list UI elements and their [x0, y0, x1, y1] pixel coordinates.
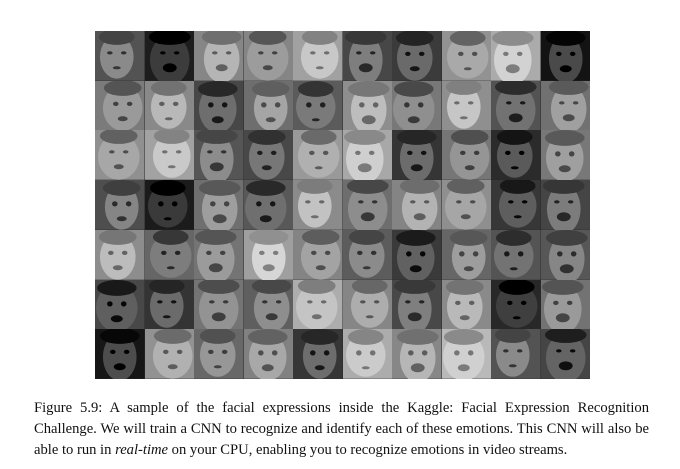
face-photo — [491, 180, 541, 230]
face-photo — [491, 279, 541, 330]
face-photo — [293, 329, 343, 379]
face-photo — [144, 80, 194, 131]
face-photo — [392, 80, 442, 131]
face-photo — [95, 130, 145, 181]
face-photo — [243, 329, 293, 379]
figure-caption: Figure 5.9: A sample of the facial expre… — [34, 398, 649, 461]
face-photo — [293, 180, 343, 230]
face-photo — [392, 31, 442, 81]
face-photo — [491, 229, 541, 280]
face-photo — [540, 180, 590, 230]
face-photo — [392, 279, 442, 330]
face-photo — [540, 279, 590, 330]
face-photo — [194, 80, 244, 131]
face-photo — [441, 80, 491, 131]
face-photo — [144, 31, 194, 81]
face-photo — [243, 279, 293, 330]
caption-text-end: on your CPU, enabling you to recognize e… — [168, 442, 568, 458]
face-photo — [342, 80, 392, 131]
face-photo — [540, 329, 590, 379]
face-photo — [243, 130, 293, 181]
face-photo — [293, 229, 343, 280]
face-photo — [441, 279, 491, 330]
face-photo — [293, 31, 343, 81]
face-photo — [441, 229, 491, 280]
face-photo — [540, 80, 590, 131]
face-photo — [293, 80, 343, 131]
face-photo — [540, 229, 590, 280]
face-photo — [243, 80, 293, 131]
face-photo — [392, 229, 442, 280]
face-photo — [243, 180, 293, 230]
face-photo — [441, 31, 491, 81]
caption-emphasis: real-time — [115, 442, 169, 458]
face-photo — [243, 31, 293, 81]
face-photo — [144, 329, 194, 379]
face-photo — [491, 31, 541, 81]
face-photo — [540, 130, 590, 181]
face-photo — [95, 80, 145, 131]
face-photo — [95, 279, 145, 330]
face-photo — [342, 229, 392, 280]
facial-expressions-grid — [95, 31, 590, 379]
face-photo — [293, 130, 343, 181]
caption-text: Figure 5.9: A sample of the facial expre… — [34, 400, 649, 458]
face-photo — [194, 31, 244, 81]
face-photo — [243, 229, 293, 280]
face-photo — [194, 329, 244, 379]
face-photo — [194, 279, 244, 330]
face-photo — [95, 229, 145, 280]
face-photo — [95, 180, 145, 230]
face-photo — [491, 329, 541, 379]
face-photo — [342, 31, 392, 81]
face-photo — [491, 130, 541, 181]
face-photo — [441, 180, 491, 230]
face-photo — [144, 279, 194, 330]
face-photo — [392, 329, 442, 379]
face-photo — [144, 130, 194, 181]
face-photo — [392, 130, 442, 181]
face-photo — [441, 329, 491, 379]
face-photo — [194, 130, 244, 181]
face-photo — [144, 180, 194, 230]
face-photo — [95, 329, 145, 379]
face-photo — [342, 329, 392, 379]
face-photo — [491, 80, 541, 131]
face-photo — [342, 279, 392, 330]
face-photo — [293, 279, 343, 330]
face-photo — [441, 130, 491, 181]
face-photo — [540, 31, 590, 81]
face-photo — [392, 180, 442, 230]
face-photo — [194, 180, 244, 230]
face-photo — [342, 130, 392, 181]
face-photo — [342, 180, 392, 230]
face-photo — [194, 229, 244, 280]
face-photo — [144, 229, 194, 280]
face-photo — [95, 31, 145, 81]
